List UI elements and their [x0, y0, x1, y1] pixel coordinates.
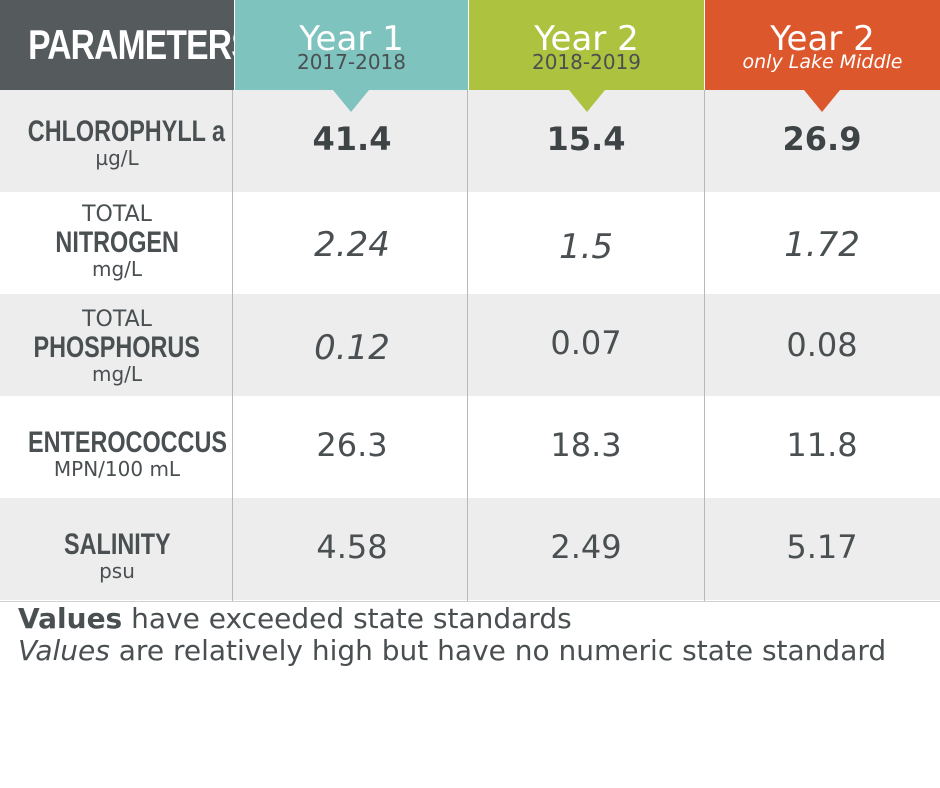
value-cell: 26.3 — [316, 426, 388, 464]
legend-bold-word: Values — [18, 602, 123, 635]
column-subtitle: 2018-2019 — [531, 50, 641, 74]
value-cell: 0.07 — [550, 324, 622, 362]
parameter-label-chlorophyll: CHLOROPHYLL a µg/L — [27, 115, 226, 170]
column-subtitle: 2017-2018 — [296, 50, 406, 74]
legend-bold: Values have exceeded state standards — [18, 602, 572, 636]
legend-italic: Values are relatively high but have no n… — [18, 634, 886, 668]
header-pointer-arrow — [569, 90, 605, 112]
parameter-label-nitrogen: TOTAL NITROGEN mg/L — [55, 202, 179, 281]
table-row — [0, 90, 940, 192]
value-cell: 2.24 — [314, 225, 390, 265]
parameter-label-enterococcus: ENTEROCOCCUS MPN/100 mL — [28, 426, 227, 481]
column-subtitle: only Lake Middle — [742, 51, 903, 73]
column-header-year1: Year 1 2017-2018 — [235, 0, 468, 90]
value-cell: 1.72 — [784, 225, 860, 265]
column-title: Year 2 — [534, 19, 639, 59]
legend-italic-word: Values — [18, 634, 110, 667]
header-pointer-arrow — [333, 90, 369, 112]
column-divider — [467, 90, 468, 602]
value-cell: 26.9 — [782, 120, 862, 158]
value-cell: 2.49 — [550, 528, 622, 566]
column-header-year2: Year 2 2018-2019 — [469, 0, 704, 90]
value-cell: 41.4 — [312, 120, 392, 158]
value-cell: 4.58 — [316, 528, 388, 566]
header-pointer-arrow — [804, 90, 840, 112]
column-divider — [232, 90, 233, 602]
value-cell: 0.12 — [314, 328, 390, 368]
legend-italic-text: are relatively high but have no numeric … — [109, 634, 887, 667]
column-header-year2-lake-middle: Year 2 only Lake Middle — [705, 0, 940, 90]
parameter-label-salinity: SALINITY psu — [63, 528, 171, 583]
column-title: Year 1 — [299, 19, 404, 59]
legend-bold-text: have exceeded state standards — [122, 602, 572, 635]
column-divider — [704, 90, 705, 602]
value-cell: 5.17 — [786, 528, 858, 566]
value-cell: 0.08 — [786, 326, 858, 364]
value-cell: 11.8 — [786, 426, 858, 464]
value-cell: 15.4 — [546, 120, 626, 158]
parameter-label-phosphorus: TOTAL PHOSPHORUS mg/L — [33, 307, 201, 386]
value-cell: 1.5 — [558, 227, 614, 267]
parameters-header: PARAMETERS — [0, 0, 254, 90]
column-title: Year 2 — [770, 19, 875, 59]
table-row — [0, 498, 940, 600]
table-row — [0, 294, 940, 396]
table-bottom-border — [0, 601, 940, 602]
value-cell: 18.3 — [550, 426, 622, 464]
